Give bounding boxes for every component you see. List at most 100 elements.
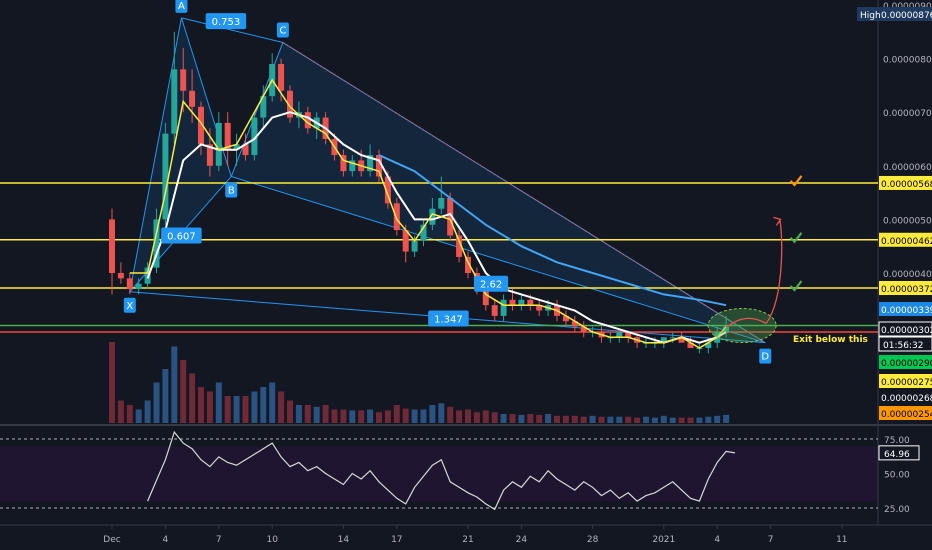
candle-body bbox=[580, 326, 587, 332]
candle-body bbox=[135, 283, 142, 290]
volume-bar bbox=[242, 396, 249, 423]
volume-bar bbox=[562, 415, 569, 423]
candle-body bbox=[447, 197, 454, 236]
rsi-tick-label: 75.00 bbox=[884, 436, 910, 446]
candle-body bbox=[705, 342, 712, 349]
exit-annotation: Exit below this bbox=[793, 335, 868, 345]
volume-bar bbox=[518, 414, 525, 423]
candle-body bbox=[402, 230, 409, 252]
volume-bar bbox=[198, 387, 204, 423]
countdown-label: 01:56:32 bbox=[883, 341, 923, 351]
volume-bar bbox=[215, 382, 222, 423]
volume-bar bbox=[384, 410, 391, 423]
volume-bar bbox=[634, 417, 641, 423]
price-tick-label: 0.00000500 bbox=[883, 216, 932, 226]
rsi-line bbox=[0, 430, 878, 511]
level-price-tag-label: 0.00000568 bbox=[881, 180, 932, 190]
countdown-box bbox=[878, 336, 932, 352]
volume-bar bbox=[473, 412, 480, 423]
candle-body bbox=[491, 305, 498, 316]
volume-bar bbox=[491, 412, 498, 423]
volume-bar bbox=[678, 417, 685, 423]
volume-bar bbox=[171, 346, 178, 423]
candle-body bbox=[198, 106, 204, 145]
candle-body bbox=[411, 240, 418, 252]
candle-body bbox=[384, 176, 391, 204]
volume-bar bbox=[269, 382, 276, 423]
candle-body bbox=[349, 160, 356, 172]
candle-body bbox=[465, 256, 471, 273]
ema-fast-line bbox=[129, 78, 727, 349]
volume-bar bbox=[358, 410, 365, 423]
pattern-point-box bbox=[759, 348, 772, 364]
time-tick-label: 24 bbox=[516, 535, 528, 545]
ratio-box bbox=[205, 13, 247, 30]
volume-bar bbox=[109, 342, 115, 423]
candle-body bbox=[393, 203, 400, 231]
projection-dip bbox=[725, 317, 767, 329]
candle-body bbox=[242, 144, 249, 156]
rsi-axis[interactable]: 75.00 50.00 25.00 64.96 bbox=[878, 436, 920, 515]
volume-bar bbox=[233, 396, 240, 423]
candle-body bbox=[206, 144, 213, 166]
pattern-point-box bbox=[225, 182, 238, 198]
candle-body bbox=[723, 326, 730, 332]
volume-bar bbox=[224, 396, 231, 423]
volume-bar bbox=[287, 400, 293, 423]
candle-body bbox=[233, 144, 240, 150]
volume-bar bbox=[251, 391, 258, 423]
check-icon bbox=[789, 232, 803, 244]
candle-body bbox=[571, 321, 578, 327]
volume-bar bbox=[536, 414, 543, 423]
trendline-cd bbox=[282, 42, 766, 344]
volume-bar bbox=[714, 415, 721, 423]
check-icon bbox=[789, 280, 803, 292]
price-tick-label: 0.00000800 bbox=[883, 56, 932, 66]
volume-bar bbox=[376, 412, 382, 423]
volume-bar bbox=[411, 409, 418, 423]
volume-bar bbox=[705, 416, 712, 423]
volume-bar bbox=[144, 400, 151, 423]
price-tag-label: 0.00000302 bbox=[881, 326, 932, 336]
time-tick-label: 2021 bbox=[652, 535, 675, 545]
high-label-box bbox=[857, 7, 932, 21]
volume-bar bbox=[509, 414, 516, 423]
level-price-tag-label: 0.00000372 bbox=[881, 285, 932, 295]
candle-body bbox=[171, 69, 178, 134]
time-tick-label: 10 bbox=[266, 535, 278, 545]
volume-bar bbox=[554, 415, 560, 423]
volume-bar bbox=[438, 403, 445, 423]
volume-bar bbox=[696, 417, 703, 423]
rsi-current-box bbox=[878, 445, 920, 461]
price-axis[interactable]: 0.000009000.000008000.000007000.00000600… bbox=[857, 2, 932, 420]
volume-bar bbox=[278, 391, 285, 423]
candle-body bbox=[260, 96, 267, 118]
rsi-tick-label: 25.00 bbox=[884, 505, 910, 515]
volume-bar bbox=[304, 405, 311, 423]
volume-bar bbox=[206, 391, 213, 423]
volume-bar bbox=[295, 405, 302, 423]
volume-bar bbox=[447, 406, 454, 423]
time-axis[interactable]: Dec 4 7 10 14 17 21 24 28 2021 4 7 11 bbox=[103, 525, 848, 545]
candle-body bbox=[482, 289, 489, 306]
candle-body bbox=[162, 133, 169, 220]
candle-body bbox=[215, 122, 222, 166]
time-tick-label: 17 bbox=[391, 535, 402, 545]
volume-bar bbox=[651, 417, 658, 423]
price-tag bbox=[879, 374, 932, 388]
volume-bar bbox=[313, 406, 320, 423]
candle-body bbox=[456, 235, 463, 257]
candle-body bbox=[251, 117, 258, 156]
volume-bar bbox=[180, 360, 187, 423]
time-tick-label: 21 bbox=[462, 535, 473, 545]
volume-bar bbox=[580, 416, 587, 423]
volume-bar bbox=[660, 415, 667, 423]
candle-body bbox=[189, 90, 196, 107]
target-zone bbox=[707, 308, 777, 344]
candle-body bbox=[660, 337, 667, 343]
level-price-tag-label: 0.00000462 bbox=[881, 237, 932, 247]
volume-bar bbox=[420, 409, 427, 423]
candle-body bbox=[500, 299, 507, 316]
level-price-tag bbox=[879, 232, 932, 247]
